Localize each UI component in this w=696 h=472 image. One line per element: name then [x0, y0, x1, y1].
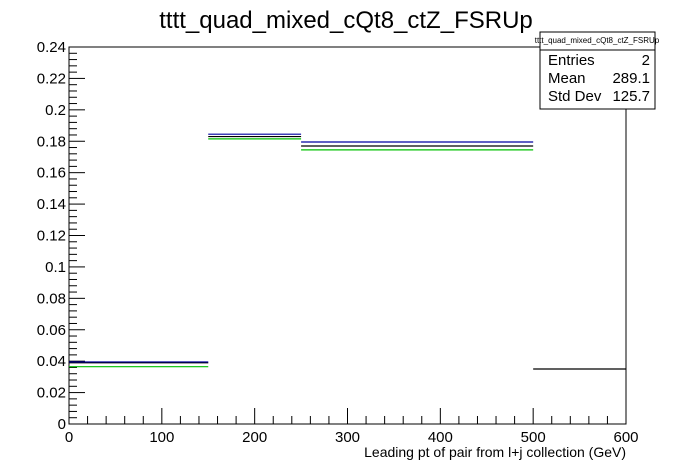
histogram-bins	[69, 133, 626, 370]
y-tick-label: 0	[58, 416, 66, 433]
x-axis: 0 100 200 300 400 500 600	[65, 408, 639, 446]
chart-title: tttt_quad_mixed_cQt8_ctZ_FSRUp	[159, 7, 533, 34]
x-tick-label: 600	[613, 429, 638, 446]
x-tick-label: 0	[65, 429, 73, 446]
x-tick-label: 500	[521, 429, 546, 446]
x-tick-label: 300	[335, 429, 360, 446]
stats-row-label: Mean	[548, 70, 586, 87]
y-tick-label: 0.12	[37, 228, 66, 245]
y-tick-label: 0.08	[37, 290, 66, 307]
y-tick-label: 0.2	[45, 102, 66, 119]
stats-row-label: Entries	[548, 52, 595, 69]
y-tick-label: 0.16	[37, 165, 66, 182]
stats-row-value: 289.1	[612, 70, 650, 87]
stats-row-value: 2	[642, 52, 650, 69]
y-tick-label: 0.24	[37, 39, 66, 56]
stats-box-name: tttt_quad_mixed_cQt8_ctZ_FSRUp	[535, 36, 660, 45]
y-tick-label: 0.02	[37, 385, 66, 402]
y-tick-label: 0.1	[45, 259, 66, 276]
y-tick-label: 0.04	[37, 353, 66, 370]
stats-row-label: Std Dev	[548, 88, 602, 105]
x-tick-label: 400	[428, 429, 453, 446]
stats-box-frame	[539, 31, 656, 110]
y-tick-label: 0.18	[37, 133, 66, 150]
y-tick-label: 0.22	[37, 70, 66, 87]
x-tick-label: 200	[242, 429, 267, 446]
stats-box: tttt_quad_mixed_cQt8_ctZ_FSRUp Entries 2 M…	[535, 31, 660, 110]
y-tick-label: 0.06	[37, 322, 66, 339]
stats-row-value: 125.7	[612, 88, 650, 105]
x-axis-title: Leading pt of pair from l+j collection (…	[364, 444, 626, 460]
y-tick-label: 0.14	[37, 196, 66, 213]
x-tick-label: 100	[149, 429, 174, 446]
y-axis: 0 0.02 0.04 0.06 0.08 0.1 0.12 0.14 0.16 0.18 0.2 0…	[37, 39, 85, 433]
